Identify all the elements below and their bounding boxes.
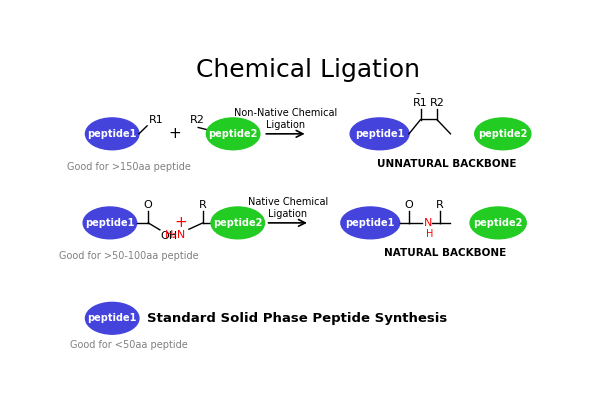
- Ellipse shape: [350, 118, 409, 150]
- Text: peptide2: peptide2: [208, 129, 258, 139]
- Text: Native Chemical
Ligation: Native Chemical Ligation: [248, 197, 328, 219]
- Text: Standard Solid Phase Peptide Synthesis: Standard Solid Phase Peptide Synthesis: [147, 312, 448, 325]
- Text: Chemical Ligation: Chemical Ligation: [196, 57, 419, 81]
- Text: R2: R2: [430, 98, 445, 108]
- Text: peptide2: peptide2: [473, 218, 523, 228]
- Ellipse shape: [85, 118, 139, 150]
- Ellipse shape: [206, 118, 260, 150]
- Text: peptide1: peptide1: [88, 129, 137, 139]
- Text: Good for >50-100aa peptide: Good for >50-100aa peptide: [59, 251, 198, 261]
- Text: R: R: [199, 199, 207, 209]
- Text: –: –: [416, 88, 421, 98]
- Text: peptide1: peptide1: [346, 218, 395, 228]
- Text: peptide1: peptide1: [355, 129, 404, 139]
- Text: +: +: [175, 215, 187, 230]
- Text: O: O: [404, 199, 413, 209]
- Text: NATURAL BACKBONE: NATURAL BACKBONE: [383, 248, 506, 258]
- Text: peptide1: peptide1: [85, 218, 134, 228]
- Text: OH: OH: [161, 231, 178, 241]
- Text: peptide1: peptide1: [88, 313, 137, 323]
- Text: R: R: [436, 199, 443, 209]
- Text: N: N: [424, 218, 433, 228]
- Text: Non-Native Chemical
Ligation: Non-Native Chemical Ligation: [233, 109, 337, 130]
- Text: +: +: [169, 126, 181, 141]
- Text: peptide2: peptide2: [478, 129, 527, 139]
- Ellipse shape: [83, 207, 137, 239]
- Text: H: H: [426, 229, 433, 239]
- Ellipse shape: [475, 118, 531, 150]
- Ellipse shape: [211, 207, 265, 239]
- Text: R2: R2: [190, 115, 205, 125]
- Text: peptide2: peptide2: [213, 218, 262, 228]
- Text: UNNATURAL BACKBONE: UNNATURAL BACKBONE: [377, 159, 517, 169]
- Text: Good for <50aa peptide: Good for <50aa peptide: [70, 340, 187, 350]
- Text: O: O: [144, 199, 152, 209]
- Text: R1: R1: [148, 115, 163, 125]
- Ellipse shape: [470, 207, 526, 239]
- Text: H₂N: H₂N: [166, 230, 187, 240]
- Ellipse shape: [85, 302, 139, 334]
- Ellipse shape: [341, 207, 400, 239]
- Text: Good for >150aa peptide: Good for >150aa peptide: [67, 162, 190, 172]
- Text: R1: R1: [413, 98, 428, 108]
